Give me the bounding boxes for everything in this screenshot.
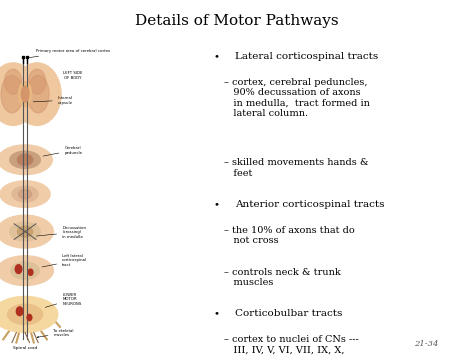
Ellipse shape xyxy=(0,145,52,175)
Ellipse shape xyxy=(18,226,33,237)
Text: Cerebral
peduncle: Cerebral peduncle xyxy=(43,146,82,156)
Ellipse shape xyxy=(0,256,54,285)
Text: – cortex to nuclei of CNs ---
   III, IV, V, VI, VII, IX, X,
   XI & XII: – cortex to nuclei of CNs --- III, IV, V… xyxy=(225,335,359,355)
Ellipse shape xyxy=(21,86,29,102)
Text: 21-34: 21-34 xyxy=(414,340,439,348)
Ellipse shape xyxy=(0,296,58,332)
Text: LOWER
MOTOR
NEURONS: LOWER MOTOR NEURONS xyxy=(45,293,82,307)
Ellipse shape xyxy=(1,75,23,113)
Text: Spinal cord: Spinal cord xyxy=(13,346,37,350)
Text: LEFT SIDE
OF BODY: LEFT SIDE OF BODY xyxy=(64,71,83,80)
Ellipse shape xyxy=(18,82,32,106)
Ellipse shape xyxy=(27,315,32,321)
Text: Internal
capsule: Internal capsule xyxy=(33,96,73,104)
Ellipse shape xyxy=(8,304,43,324)
Text: Corticobulbar tracts: Corticobulbar tracts xyxy=(235,310,343,318)
Ellipse shape xyxy=(0,63,37,125)
Text: To skeletal
muscles: To skeletal muscles xyxy=(37,329,74,338)
Ellipse shape xyxy=(11,262,39,279)
Text: Primary motor area of cerebral cortex: Primary motor area of cerebral cortex xyxy=(28,49,110,58)
Ellipse shape xyxy=(27,75,49,113)
Ellipse shape xyxy=(13,63,61,125)
Ellipse shape xyxy=(16,307,23,316)
Text: – the 10% of axons that do
   not cross: – the 10% of axons that do not cross xyxy=(225,226,355,245)
Ellipse shape xyxy=(10,222,40,241)
Text: Anterior corticospinal tracts: Anterior corticospinal tracts xyxy=(235,200,384,209)
Ellipse shape xyxy=(12,186,38,202)
Ellipse shape xyxy=(10,151,40,168)
Text: Details of Motor Pathways: Details of Motor Pathways xyxy=(135,14,339,28)
Text: •: • xyxy=(214,52,220,61)
Text: •: • xyxy=(214,310,220,318)
Ellipse shape xyxy=(15,265,22,273)
Ellipse shape xyxy=(28,269,33,275)
Text: Left lateral
corticospinal
tract: Left lateral corticospinal tract xyxy=(42,254,87,267)
Ellipse shape xyxy=(0,181,50,207)
Ellipse shape xyxy=(0,215,54,248)
Ellipse shape xyxy=(28,69,46,94)
Text: – controls neck & trunk
   muscles: – controls neck & trunk muscles xyxy=(225,268,341,287)
Text: Lateral corticospinal tracts: Lateral corticospinal tracts xyxy=(235,52,378,61)
Text: – cortex, cerebral peduncles,
   90% decussation of axons
   in medulla,  tract : – cortex, cerebral peduncles, 90% decuss… xyxy=(225,78,370,118)
Text: Decussation
(crossing)
in medulla: Decussation (crossing) in medulla xyxy=(36,226,86,239)
Ellipse shape xyxy=(4,69,22,94)
Text: •: • xyxy=(214,200,220,209)
Ellipse shape xyxy=(18,190,32,199)
Text: – skilled movements hands &
   feet: – skilled movements hands & feet xyxy=(225,158,369,178)
Ellipse shape xyxy=(18,154,33,165)
